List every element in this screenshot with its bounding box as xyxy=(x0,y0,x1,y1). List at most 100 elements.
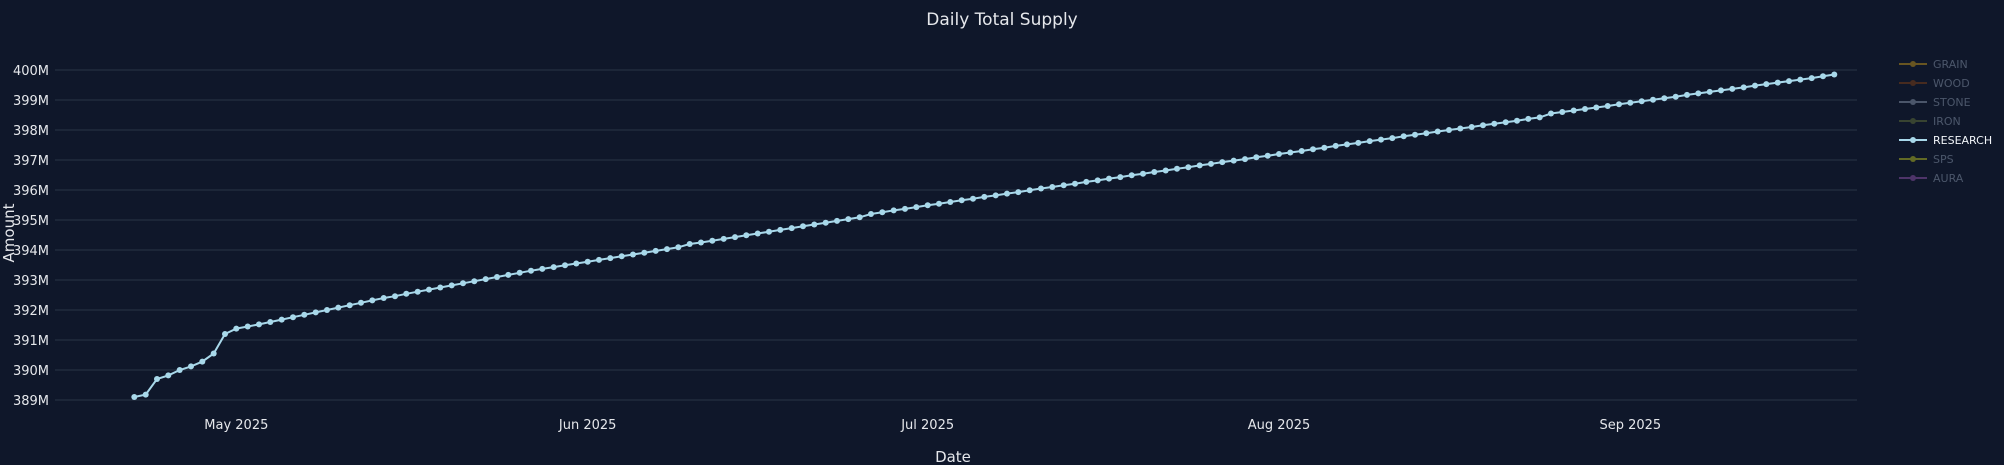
data-point xyxy=(936,200,942,207)
data-point xyxy=(992,192,999,199)
data-point xyxy=(1627,99,1634,106)
data-point xyxy=(1151,169,1158,175)
legend-swatch-marker xyxy=(1910,61,1916,67)
x-tick-label: May 2025 xyxy=(204,418,268,433)
legend-label: RESEARCH xyxy=(1933,134,1992,147)
data-point xyxy=(743,232,750,239)
legend-item-wood[interactable]: WOOD xyxy=(1899,77,1970,90)
data-point xyxy=(369,297,376,304)
data-point xyxy=(1740,84,1747,91)
y-tick-label: 392M xyxy=(13,304,49,319)
data-point xyxy=(210,350,217,357)
data-point xyxy=(392,293,398,300)
data-point xyxy=(1389,135,1396,142)
data-point xyxy=(879,209,886,216)
y-tick-label: 394M xyxy=(13,244,49,259)
data-point xyxy=(1638,98,1645,105)
legend-item-sps[interactable]: SPS xyxy=(1899,153,1954,166)
data-point xyxy=(596,256,602,263)
y-tick-label: 399M xyxy=(13,94,49,109)
data-point xyxy=(165,372,172,379)
data-point xyxy=(607,255,614,262)
x-axis-title: Date xyxy=(935,448,971,465)
data-point xyxy=(1344,141,1350,148)
data-point xyxy=(845,216,852,223)
legend-label: WOOD xyxy=(1933,77,1970,90)
data-point xyxy=(1446,127,1452,133)
data-point xyxy=(1321,144,1328,151)
y-tick-label: 398M xyxy=(13,124,49,139)
legend-item-aura[interactable]: AURA xyxy=(1899,172,1964,185)
data-point xyxy=(1661,95,1668,102)
data-point xyxy=(494,274,500,280)
data-point xyxy=(924,202,931,209)
legend-swatch-marker xyxy=(1910,175,1916,181)
data-point xyxy=(1083,178,1090,185)
data-point xyxy=(380,295,387,301)
y-tick-label: 397M xyxy=(13,154,49,169)
legend-swatch-marker xyxy=(1910,156,1916,162)
data-point xyxy=(1060,182,1067,189)
data-point xyxy=(709,237,716,244)
data-point xyxy=(324,307,330,313)
data-point xyxy=(1752,82,1758,89)
data-point xyxy=(1015,189,1022,196)
legend-item-stone[interactable]: STONE xyxy=(1899,96,1971,109)
data-point xyxy=(1094,177,1101,184)
legend-label: STONE xyxy=(1933,96,1971,109)
data-point xyxy=(1276,151,1282,157)
data-point xyxy=(732,234,738,241)
legend-swatch-marker xyxy=(1910,118,1916,124)
data-point xyxy=(1536,114,1543,121)
data-point xyxy=(630,251,636,258)
legend-item-iron[interactable]: IRON xyxy=(1899,115,1961,128)
data-point xyxy=(505,271,512,278)
data-point xyxy=(1208,160,1214,167)
data-point xyxy=(222,331,228,337)
data-point xyxy=(584,258,591,265)
data-point xyxy=(902,205,908,212)
y-axis-title: Amount xyxy=(0,203,18,262)
data-point xyxy=(1038,185,1044,192)
data-point xyxy=(335,304,342,311)
data-point xyxy=(346,302,353,309)
data-point xyxy=(1412,131,1418,138)
data-point xyxy=(1162,167,1169,174)
chart-title: Daily Total Supply xyxy=(926,10,1077,30)
data-point xyxy=(448,282,455,289)
data-point xyxy=(1140,170,1146,177)
data-point xyxy=(1808,75,1815,82)
data-point xyxy=(1525,115,1532,122)
data-point xyxy=(1729,85,1736,92)
data-point xyxy=(1117,174,1124,181)
data-point xyxy=(1185,164,1192,171)
y-tick-label: 400M xyxy=(13,64,49,79)
data-point xyxy=(1491,120,1498,127)
data-point xyxy=(1219,159,1226,166)
legend-item-grain[interactable]: GRAIN xyxy=(1899,58,1968,71)
data-point xyxy=(1253,154,1260,161)
data-point xyxy=(788,225,795,232)
data-point xyxy=(1434,128,1441,135)
data-point xyxy=(290,314,296,321)
data-point xyxy=(1287,149,1294,156)
data-point xyxy=(618,253,625,260)
data-point xyxy=(1706,88,1713,95)
x-tick-label: Jun 2025 xyxy=(558,418,617,433)
data-point xyxy=(686,241,693,247)
data-point xyxy=(1128,172,1135,179)
data-point xyxy=(1570,107,1577,114)
data-point xyxy=(1763,81,1770,88)
data-point xyxy=(426,286,432,293)
legend-swatch-marker xyxy=(1910,99,1916,105)
data-point xyxy=(1786,78,1792,85)
data-point xyxy=(188,363,194,370)
data-point xyxy=(199,358,206,365)
legend-swatch-marker xyxy=(1910,80,1916,86)
data-point xyxy=(278,316,285,323)
data-point xyxy=(970,195,976,202)
data-point xyxy=(1672,93,1679,100)
data-point xyxy=(1026,187,1033,194)
legend-item-research[interactable]: RESEARCH xyxy=(1899,134,1992,147)
data-point xyxy=(890,207,897,214)
